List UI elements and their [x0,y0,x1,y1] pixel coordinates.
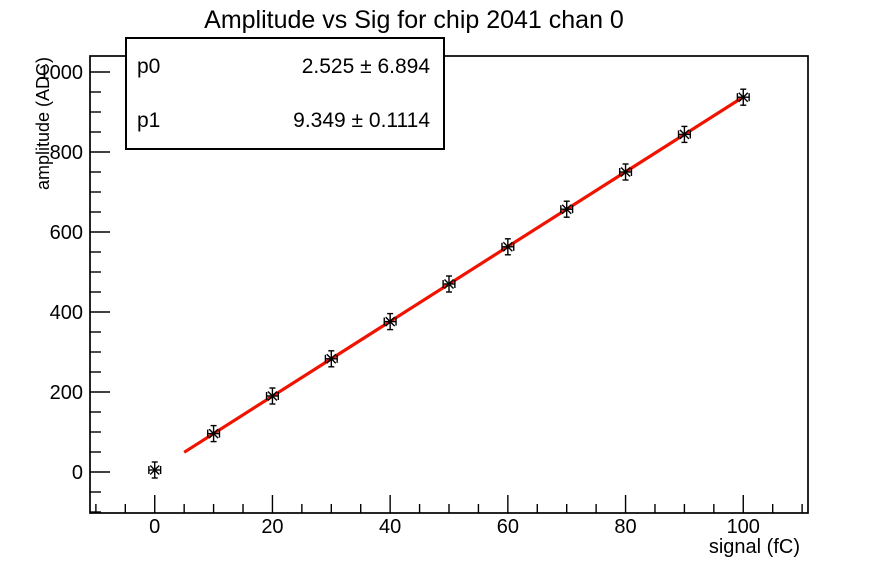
marker-diagonal [385,316,396,327]
data-point-marker [207,424,221,443]
marker-diagonal [149,465,160,475]
x-tick-label: 40 [379,516,401,538]
marker-diagonal [444,279,454,289]
x-tick-label: 60 [497,516,519,538]
fit-line [183,95,745,454]
data-point-marker [324,350,338,368]
marker-diagonal [326,353,337,364]
stats-param-value: 2.525 ± 6.894 [301,54,430,78]
stats-param-value: 9.349 ± 0.1114 [293,109,430,133]
data-point-marker [677,125,691,144]
marker-diagonal [502,241,513,252]
data-point-marker [148,461,162,479]
marker-diagonal [679,129,690,140]
y-tick-label: 200 [50,382,83,404]
stats-param-name: p1 [137,109,161,133]
data-point-marker [618,163,633,181]
marker-diagonal [738,92,749,103]
x-tick-label: 0 [149,516,160,538]
y-tick-label: 0 [72,462,83,484]
plot-title: Amplitude vs Sig for chip 2041 chan 0 [204,6,624,34]
marker-diagonal [208,428,219,439]
y-tick-label: 800 [50,142,83,164]
stats-row-p0: p0 2.525 ± 6.894 [127,56,443,77]
fit-stats-box: p0 2.525 ± 6.894 p1 9.349 ± 0.1114 [125,37,445,150]
y-tick-label: 1000 [39,62,84,84]
stats-row-p1: p1 9.349 ± 0.1114 [127,110,443,131]
x-axis-title: signal (fC) [709,536,800,558]
y-tick-label: 600 [50,222,83,244]
data-point-marker [442,275,456,293]
x-tick-label: 20 [261,516,283,538]
data-point-marker [736,88,750,106]
data-point-marker [265,387,280,405]
x-tick-label: 100 [727,516,760,538]
data-point-marker [501,238,515,256]
x-tick-label: 80 [614,516,636,538]
y-axis-title: amplitude (ADC) [33,57,53,190]
marker-diagonal [561,204,572,215]
stats-param-name: p0 [137,54,161,78]
data-point-marker [383,312,397,331]
y-tick-label: 400 [50,302,83,324]
data-point-marker [560,200,574,218]
marker-diagonal [620,167,631,177]
marker-diagonal [267,391,278,401]
